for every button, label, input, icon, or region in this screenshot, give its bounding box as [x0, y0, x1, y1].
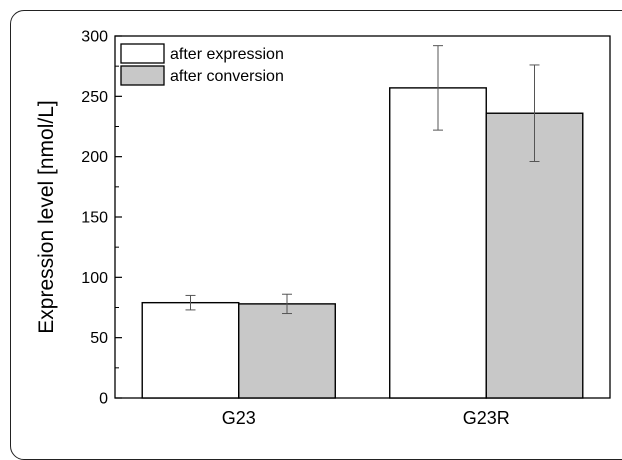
y-tick-label: 200: [81, 149, 108, 166]
legend-swatch: [120, 65, 165, 86]
bar-chart: 0 50 100 150 200 250 300 G23 G23R Expression le…: [35, 29, 611, 428]
legend-label: after conversion: [170, 68, 284, 85]
bar-g23r-series-1: [389, 87, 487, 399]
x-tick-label: G23: [222, 408, 256, 428]
legend-label: after expression: [170, 46, 284, 63]
x-tick-label: G23R: [463, 408, 510, 428]
y-tick-label: 250: [81, 89, 108, 106]
y-tick-label: 0: [99, 391, 108, 408]
y-tick-label: 300: [81, 29, 108, 46]
legend: after expression after conversion: [120, 43, 284, 86]
x-axis: G23 G23R: [222, 392, 510, 428]
y-tick-label: 100: [81, 270, 108, 287]
y-tick-label: 150: [81, 210, 108, 227]
error-bars-group: [185, 45, 540, 315]
y-axis-title: Expression level [nmol/L]: [35, 100, 58, 333]
y-tick-label: 50: [90, 330, 108, 347]
y-axis: 0 50 100 150 200 250 300: [81, 29, 122, 408]
bars-group: [141, 87, 584, 399]
bar-g23-series-1: [141, 301, 240, 399]
legend-swatch: [120, 43, 165, 64]
bar-g23-series-2: [238, 303, 336, 399]
